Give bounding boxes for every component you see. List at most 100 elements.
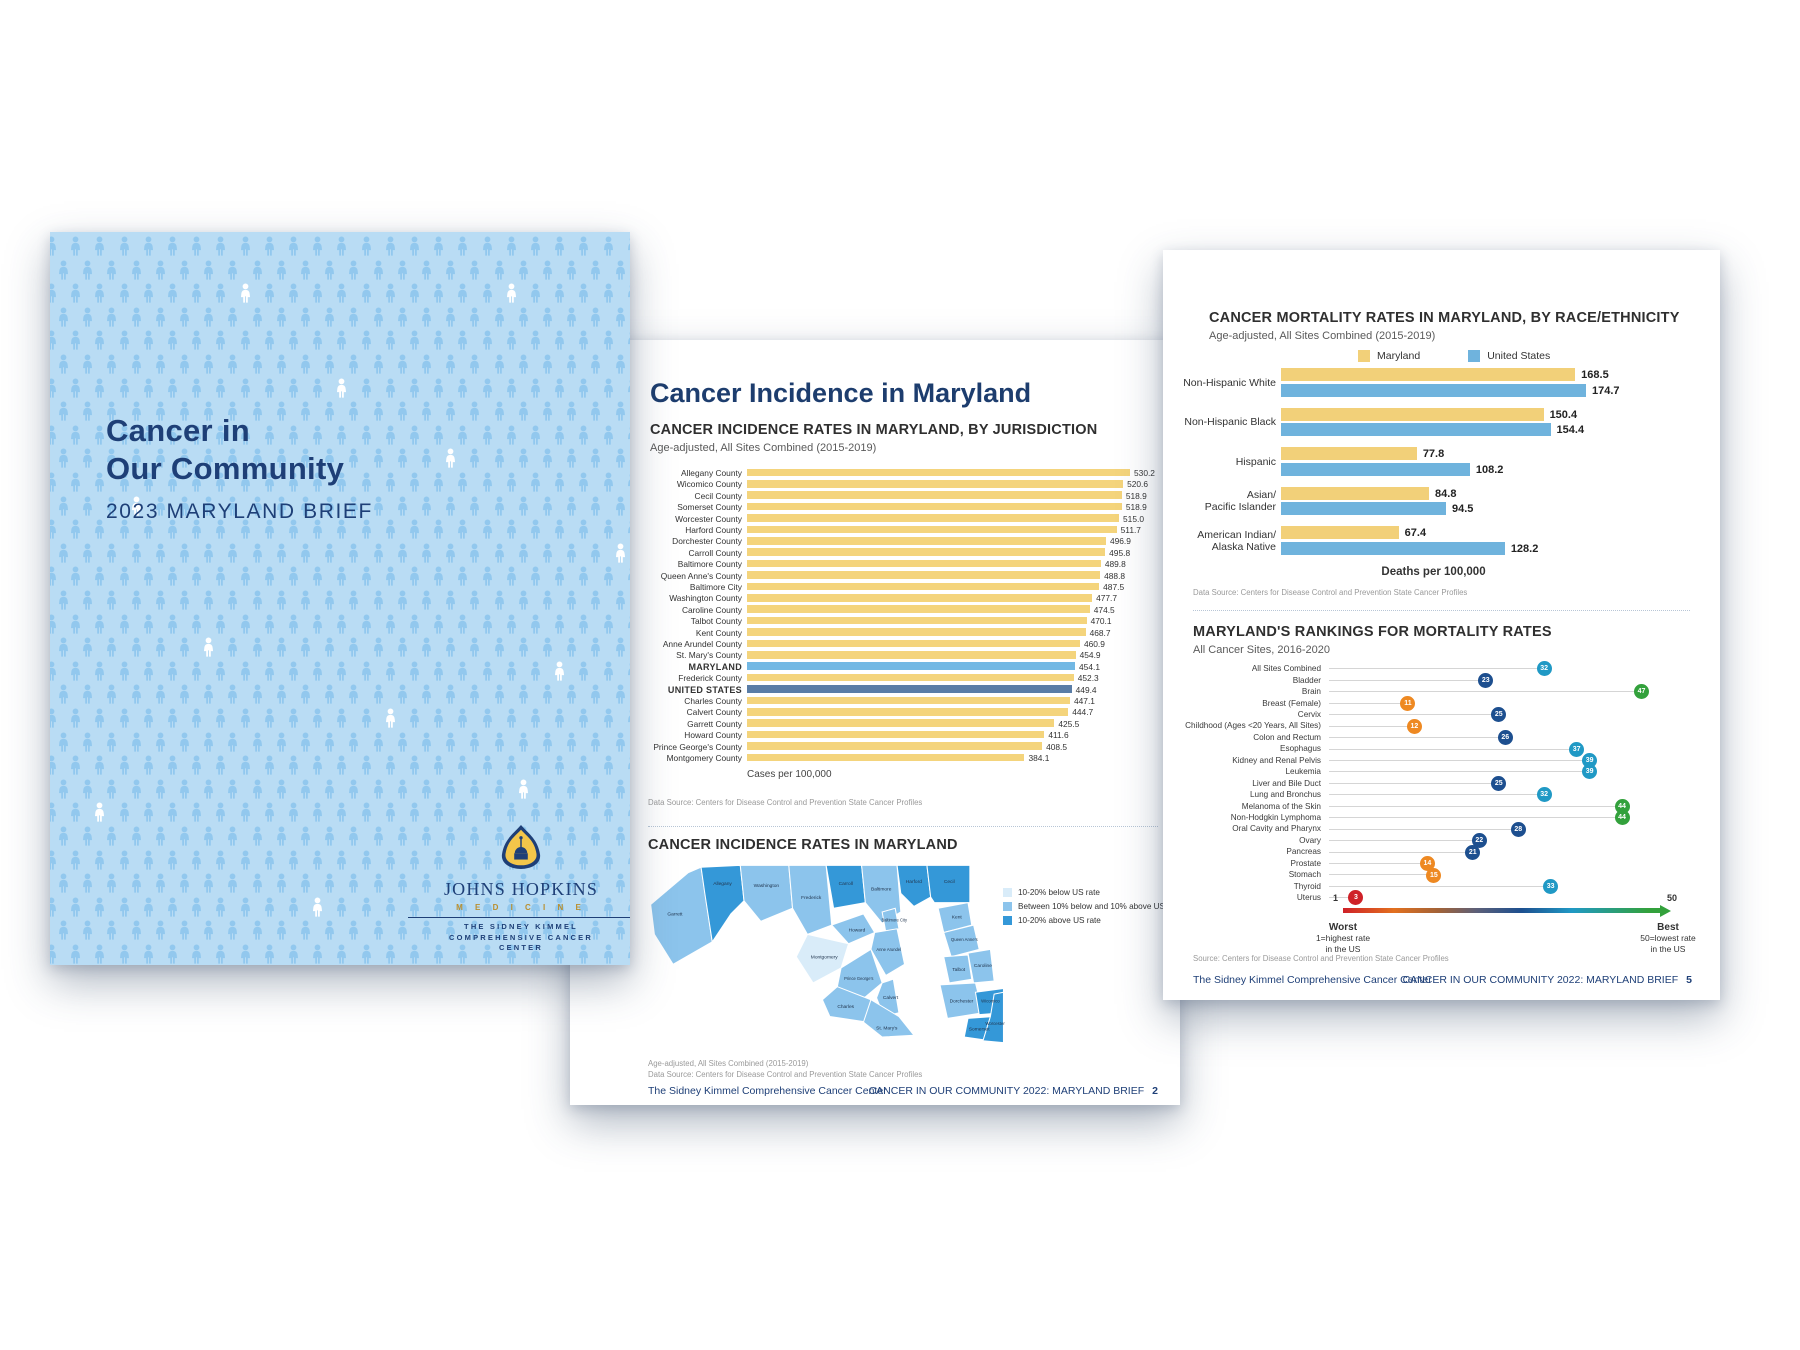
people-pattern [50,232,630,965]
incidence-row: Queen Anne's County 488.8 [570,570,1180,581]
cancer-site-label: Lung and Bronchus [1249,790,1321,800]
cancer-site-label: Esophagus [1280,744,1321,754]
incidence-value: 487.5 [1103,582,1125,592]
county-anne-arundel [870,928,906,977]
rank-leader-line [1329,863,1428,865]
county-charles [821,986,872,1023]
ranking-row: Stomach 15 [1163,867,1720,883]
jurisdiction-label: Worcester County [675,513,742,524]
incidence-row: Cecil County 518.9 [570,490,1180,501]
jurisdiction-label: Talbot County [690,616,742,627]
cover-title-line1: Cancer in [106,413,250,448]
ranking-row: Ovary 22 [1163,833,1720,849]
rank-dot: 14 [1419,856,1435,872]
page-number: 2 [1152,1085,1158,1097]
rank-leader-line [1329,748,1577,750]
incidence-value: 474.5 [1093,604,1115,615]
rank-dot: 26 [1497,730,1513,746]
axis-min-label: 1 [1333,893,1339,903]
svg-text:Wicomico: Wicomico [981,999,1000,1004]
county-harford [896,864,932,908]
incidence-row: Somerset County 518.9 [570,501,1180,512]
race-group-label: Non-Hispanic Black [1184,416,1276,428]
axis-worst-note: Worst 1=highest rate in the US [1315,922,1371,954]
incidence-value: 511.7 [1120,525,1141,535]
incidence-row: Allegany County 530.2 [570,467,1180,478]
svg-text:Calvert: Calvert [883,995,899,1001]
cancer-site-label: Uterus [1296,893,1321,903]
map-legend-item-above: 10-20% above US rate [1003,916,1181,925]
incidence-value: 447.1 [1073,696,1095,706]
incidence-row: Garrett County 425.5 [570,718,1180,729]
rank-dot: 15 [1426,867,1442,883]
incidence-value: 408.5 [1046,741,1068,752]
ranking-row: Colon and Rectum 26 [1163,730,1720,746]
ranking-row: Uterus 3 [1163,890,1720,906]
svg-text:Somerset: Somerset [969,1027,990,1033]
rank-leader-line [1329,714,1499,716]
incidence-value: 518.9 [1125,502,1147,513]
rank-dot: 25 [1491,775,1507,791]
us-bar [1281,502,1446,515]
jurisdiction-label: Montgomery County [666,753,742,763]
incidence-value: 489.8 [1104,559,1126,570]
cover-title-line2: Our Community [106,451,345,486]
rank-leader-line [1329,759,1590,761]
legend-swatch-maryland [1358,350,1370,362]
cancer-site-label: Breast (Female) [1262,698,1321,708]
incidence-row: Frederick County 452.3 [570,672,1180,683]
cancer-site-label: Childhood (Ages <20 Years, All Sites) [1185,721,1321,731]
incidence-bar [747,685,1072,693]
svg-text:Baltimore: Baltimore [871,887,892,893]
race-group-label: Hispanic [1235,455,1276,468]
jurisdiction-label: Garrett County [687,718,742,729]
us-value: 108.2 [1475,463,1504,476]
cover-page: Cancer in Our Community 2023 MARYLAND BR… [50,232,630,965]
incidence-row: UNITED STATES 449.4 [570,684,1180,695]
incidence-axis-label: Cases per 100,000 [747,769,832,780]
rankings-source: Source: Centers for Disease Control and … [1193,954,1449,963]
us-value: 154.4 [1556,424,1585,436]
incidence-row: Baltimore City 487.5 [570,581,1180,592]
us-value: 94.5 [1451,503,1474,515]
cover-subtitle: 2023 MARYLAND BRIEF [106,500,373,523]
rank-dot: 44 [1614,810,1630,826]
us-bar [1281,423,1551,436]
svg-text:Anne Arundel: Anne Arundel [876,947,901,952]
incidence-value: 444.7 [1072,707,1094,718]
incidence-value: 454.9 [1079,650,1101,661]
svg-text:Harford: Harford [906,879,922,885]
county-frederick [788,864,833,936]
rank-leader-line [1329,874,1434,876]
cancer-site-label: Colon and Rectum [1253,732,1321,742]
ranking-row: Prostate 14 [1163,856,1720,872]
footer-right: CANCER IN OUR COMMUNITY 2022: MARYLAND B… [868,1085,1158,1097]
rank-leader-line [1329,885,1551,887]
rank-dot: 32 [1536,661,1552,677]
svg-text:Carroll: Carroll [839,881,853,887]
incidence-bar [747,639,1080,648]
rank-leader-line [1329,702,1408,704]
incidence-bar [747,559,1101,568]
cancer-site-label: Bladder [1292,675,1321,685]
svg-text:Dorchester: Dorchester [950,999,974,1005]
rank-leader-line [1329,828,1519,830]
cancer-site-label: Ovary [1299,835,1321,845]
incidence-bar-chart: Allegany County 530.2 Wicomico County 520.6… [570,467,1180,765]
logo-center-line2: COMPREHENSIVE CANCER [448,932,593,942]
incidence-bar [747,479,1124,488]
incidence-bar [747,730,1045,739]
incidence-bar [747,468,1130,477]
ranking-row: All Sites Combined 32 [1163,661,1720,677]
rank-dot: 39 [1582,753,1598,768]
county-cecil [926,864,971,904]
race-group-label: Non-Hispanic White [1183,376,1276,389]
incidence-row: Charles County 447.1 [570,695,1180,706]
race-axis-label: Deaths per 100,000 [1381,566,1486,578]
incidence-row: Worcester County 515.0 [570,513,1180,524]
incidence-bar [747,502,1122,511]
jurisdiction-label: Queen Anne's County [660,570,742,581]
incidence-row: Baltimore County 489.8 [570,558,1180,569]
incidence-bar [747,719,1055,727]
